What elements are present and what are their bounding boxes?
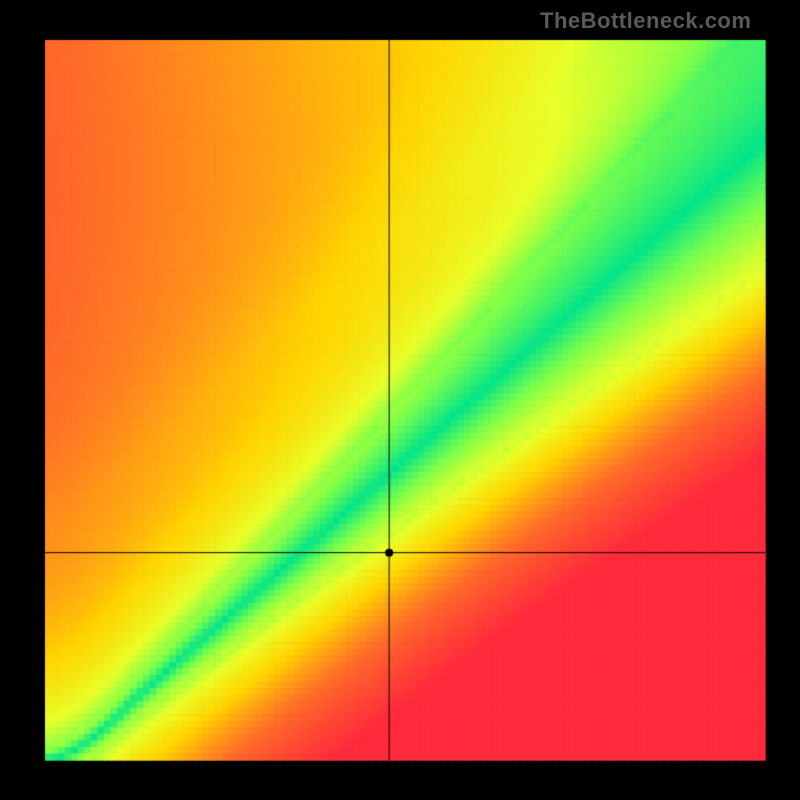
watermark-text: TheBottleneck.com (540, 8, 751, 34)
bottleneck-heatmap (0, 0, 800, 800)
